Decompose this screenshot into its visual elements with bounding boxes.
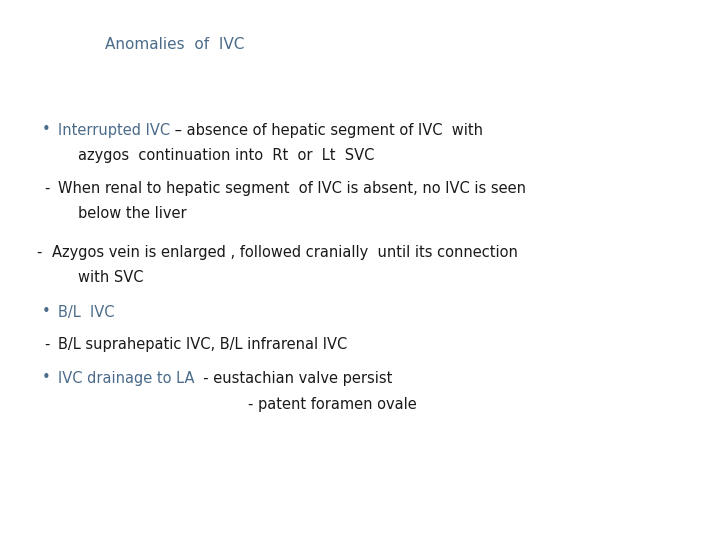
Text: B/L  IVC: B/L IVC (58, 305, 114, 320)
Text: - patent foramen ovale: - patent foramen ovale (248, 396, 417, 411)
Text: •: • (42, 370, 50, 386)
Text: -: - (44, 336, 50, 352)
Text: B/L suprahepatic IVC, B/L infrarenal IVC: B/L suprahepatic IVC, B/L infrarenal IVC (58, 336, 347, 352)
Text: •: • (42, 305, 50, 320)
Text: •: • (42, 123, 50, 138)
Text: When renal to hepatic segment  of IVC is absent, no IVC is seen: When renal to hepatic segment of IVC is … (58, 180, 526, 195)
Text: Interrupted IVC: Interrupted IVC (58, 123, 170, 138)
Text: azygos  continuation into  Rt  or  Lt  SVC: azygos continuation into Rt or Lt SVC (78, 147, 374, 163)
Text: - eustachian valve persist: - eustachian valve persist (194, 370, 393, 386)
Text: IVC drainage to LA: IVC drainage to LA (58, 370, 194, 386)
Text: Azygos vein is enlarged , followed cranially  until its connection: Azygos vein is enlarged , followed crani… (52, 245, 518, 260)
Text: Anomalies  of  IVC: Anomalies of IVC (105, 37, 244, 52)
Text: – absence of hepatic segment of IVC  with: – absence of hepatic segment of IVC with (170, 123, 483, 138)
Text: below the liver: below the liver (78, 206, 186, 220)
Text: with SVC: with SVC (78, 269, 143, 285)
Text: -: - (36, 245, 41, 260)
Text: -: - (44, 180, 50, 195)
